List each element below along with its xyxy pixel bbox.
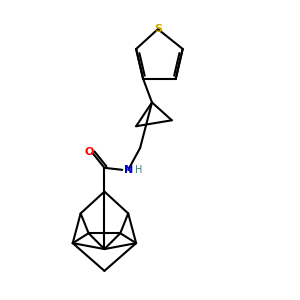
Text: H: H xyxy=(135,165,143,175)
Text: N: N xyxy=(124,165,133,175)
Text: S: S xyxy=(154,24,162,34)
Text: O: O xyxy=(85,147,94,157)
